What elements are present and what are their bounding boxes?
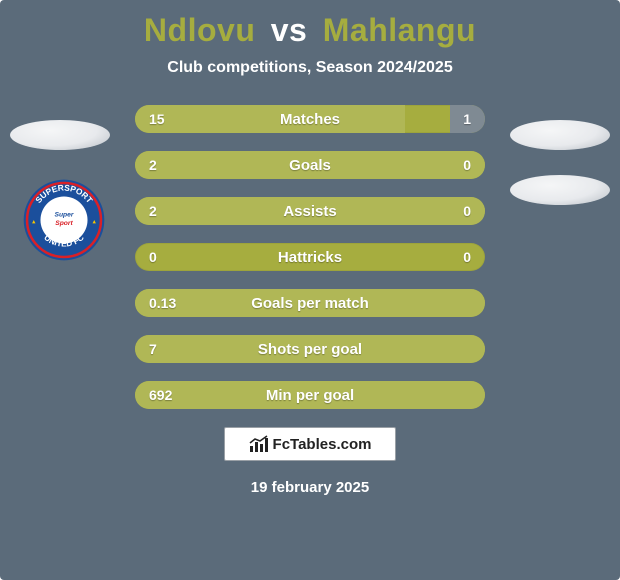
stat-bar: 15 Matches 1	[135, 105, 485, 133]
stat-value-left: 692	[149, 387, 172, 403]
stat-value-left: 2	[149, 203, 157, 219]
stat-label: Hattricks	[278, 249, 342, 266]
stat-row: 7 Shots per goal	[0, 335, 620, 363]
date-text: 19 february 2025	[0, 479, 620, 496]
stat-label: Shots per goal	[258, 341, 362, 358]
subtitle: Club competitions, Season 2024/2025	[0, 59, 620, 77]
stat-bar: 2 Goals 0	[135, 151, 485, 179]
stat-label: Min per goal	[266, 387, 354, 404]
footer-brand-box[interactable]: FcTables.com	[224, 427, 396, 461]
page-title: Ndlovu vs Mahlangu	[0, 0, 620, 49]
footer-brand-text: FcTables.com	[273, 436, 372, 453]
stat-label: Matches	[280, 111, 340, 128]
stat-row: 15 Matches 1	[0, 105, 620, 133]
chart-icon	[249, 435, 269, 453]
stat-row: 2 Goals 0	[0, 151, 620, 179]
stat-value-left: 0.13	[149, 295, 176, 311]
stat-label: Assists	[283, 203, 336, 220]
stats-card: Ndlovu vs Mahlangu Club competitions, Se…	[0, 0, 620, 580]
stat-bar: 0 Hattricks 0	[135, 243, 485, 271]
stat-value-left: 7	[149, 341, 157, 357]
stat-row: 0 Hattricks 0	[0, 243, 620, 271]
stat-bar: 0.13 Goals per match	[135, 289, 485, 317]
stat-bar: 2 Assists 0	[135, 197, 485, 225]
stat-value-left: 2	[149, 157, 157, 173]
stat-label: Goals	[289, 157, 331, 174]
stat-value-right: 0	[463, 249, 471, 265]
player2-name: Mahlangu	[323, 12, 476, 48]
stat-value-right: 0	[463, 157, 471, 173]
stat-bar: 7 Shots per goal	[135, 335, 485, 363]
stat-row: 0.13 Goals per match	[0, 289, 620, 317]
bar-fill-left	[135, 105, 405, 133]
stat-rows: 15 Matches 1 2 Goals 0 2 Assists 0 0 Hattricks 0 0.1…	[0, 105, 620, 409]
stat-value-right: 1	[463, 111, 471, 127]
stat-row: 692 Min per goal	[0, 381, 620, 409]
player1-name: Ndlovu	[144, 12, 255, 48]
stat-value-right: 0	[463, 203, 471, 219]
stat-row: 2 Assists 0	[0, 197, 620, 225]
vs-text: vs	[271, 12, 308, 48]
stat-value-left: 15	[149, 111, 165, 127]
stat-value-left: 0	[149, 249, 157, 265]
stat-label: Goals per match	[251, 295, 369, 312]
stat-bar: 692 Min per goal	[135, 381, 485, 409]
